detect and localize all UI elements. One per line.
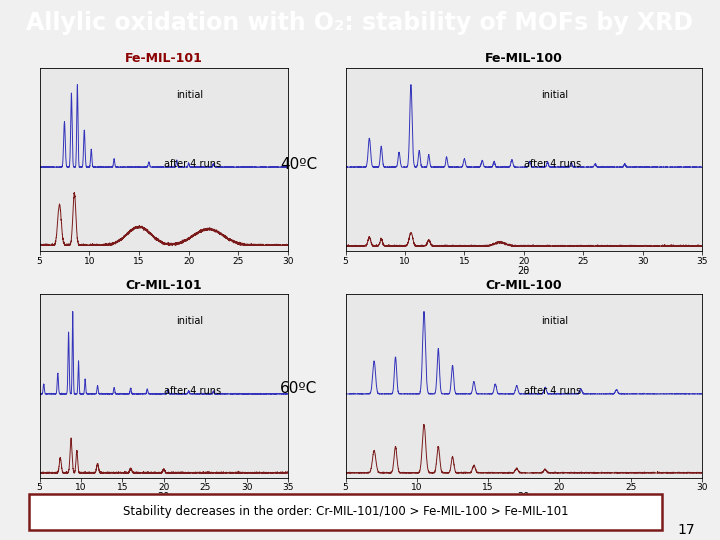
Text: Cr-MIL-100: Cr-MIL-100 — [485, 279, 562, 292]
Text: Cr-MIL-101: Cr-MIL-101 — [125, 279, 202, 292]
X-axis label: 2θ: 2θ — [158, 492, 170, 502]
Text: after 4 runs: after 4 runs — [523, 386, 581, 396]
FancyBboxPatch shape — [29, 494, 662, 530]
Text: initial: initial — [176, 90, 203, 99]
Text: initial: initial — [176, 316, 203, 326]
Text: after 4 runs: after 4 runs — [523, 159, 581, 170]
Text: 17: 17 — [678, 523, 695, 537]
Text: after 4 runs: after 4 runs — [164, 159, 221, 170]
Text: Fe-MIL-100: Fe-MIL-100 — [485, 52, 563, 65]
Text: initial: initial — [541, 316, 569, 326]
Text: initial: initial — [541, 90, 569, 99]
Text: 40ºC: 40ºC — [280, 157, 318, 172]
Text: Fe-MIL-101: Fe-MIL-101 — [125, 52, 203, 65]
Text: Stability decreases in the order: Cr-MIL-101/100 > Fe-MIL-100 > Fe-MIL-101: Stability decreases in the order: Cr-MIL… — [123, 505, 568, 518]
Text: Allylic oxidation with O₂: stability of MOFs by XRD: Allylic oxidation with O₂: stability of … — [27, 11, 693, 35]
Text: 60ºC: 60ºC — [280, 381, 318, 396]
X-axis label: 2θ: 2θ — [518, 492, 530, 502]
Text: after 4 runs: after 4 runs — [164, 386, 221, 396]
X-axis label: 2θ: 2θ — [518, 266, 530, 275]
